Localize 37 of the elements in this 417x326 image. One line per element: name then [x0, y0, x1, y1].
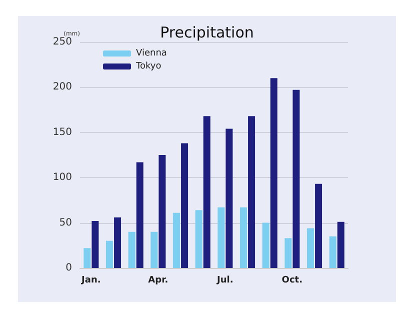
bar: [270, 78, 278, 268]
bar: [150, 232, 158, 268]
legend-label: Tokyo: [135, 62, 162, 72]
y-tick-label: 150: [52, 126, 72, 138]
x-tick-label: Jan.: [80, 276, 101, 286]
bar: [181, 143, 188, 268]
bar: [315, 184, 322, 268]
bar: [218, 207, 225, 268]
bar: [92, 220, 99, 268]
bar: [195, 210, 202, 268]
bar: [262, 222, 270, 268]
bar: [226, 128, 233, 268]
bar: [337, 222, 344, 268]
bar: [284, 238, 292, 268]
y-tick-label: 50: [59, 217, 72, 228]
y-tick-label: 200: [52, 82, 72, 93]
bar: [172, 212, 180, 268]
bar: [248, 116, 256, 268]
bar: [114, 217, 122, 268]
x-tick-label: Jul.: [216, 276, 234, 286]
bar: [106, 240, 113, 268]
bar: [136, 162, 144, 268]
y-tick-label: 250: [52, 36, 72, 48]
bar: [329, 236, 336, 268]
chart-title: Precipitation: [160, 24, 254, 42]
bar: [203, 116, 210, 268]
bar: [84, 248, 91, 268]
x-tick-label: Oct.: [282, 276, 303, 286]
bar: [240, 207, 247, 268]
bar: [306, 228, 314, 268]
x-tick-label: Apr.: [148, 276, 168, 286]
y-tick-label: 0: [66, 262, 72, 274]
bar: [292, 90, 300, 268]
y-tick-label: 100: [52, 172, 72, 184]
bar: [158, 155, 166, 268]
bar: [128, 232, 136, 268]
legend-label: Vienna: [136, 48, 167, 58]
